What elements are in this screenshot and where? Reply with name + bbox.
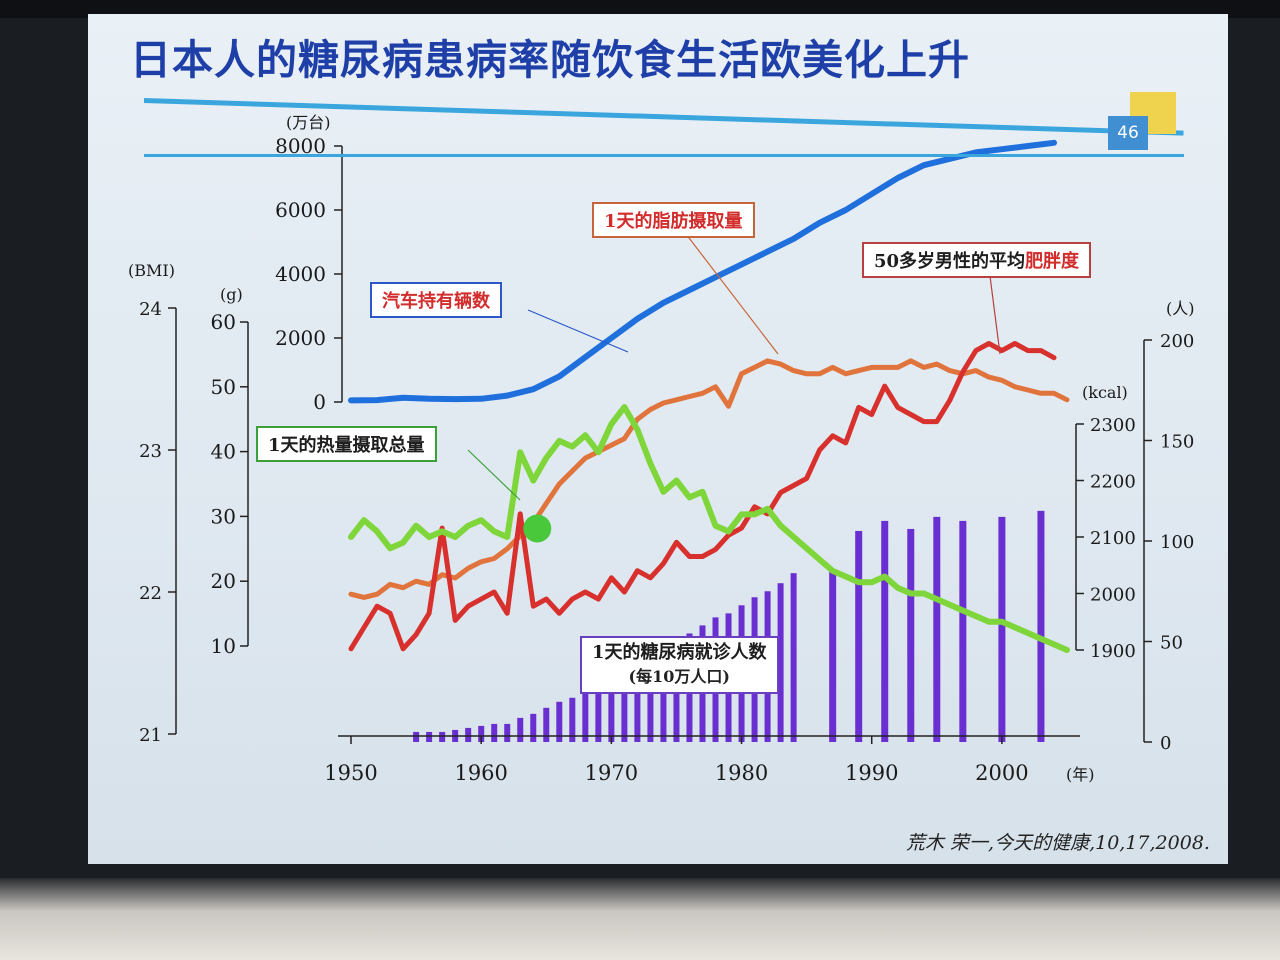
bar-patients-1967: [569, 697, 576, 742]
tick-label-energy: 2200: [1090, 472, 1136, 493]
label-bmi-emph: 肥胖度: [1025, 251, 1080, 272]
bar-patients-1959: [465, 727, 472, 742]
leader-bmi: [989, 275, 1001, 355]
energy-highlight-dot: [523, 514, 552, 543]
axis-unit-patients: (人): [1166, 299, 1195, 318]
label-cars: 汽车持有辆数: [370, 282, 502, 318]
tick-label-cars: 6000: [275, 198, 326, 222]
bar-patients-1964: [530, 713, 537, 742]
x-tick-label: 1980: [715, 761, 768, 785]
series-line-bmi: [348, 341, 1057, 652]
bar-patients-1962: [504, 723, 511, 742]
series-line-fat: [348, 358, 1070, 600]
label-bmi-prefix: 50多岁男性的平均: [874, 251, 1026, 272]
bar-patients-1989: [855, 530, 863, 742]
tick-label-cars: 0: [313, 390, 326, 414]
label-patients-line1: 1天的糖尿病就诊人数: [592, 642, 767, 663]
tick-label-patients: 150: [1160, 432, 1194, 453]
bar-patients-1968: [582, 691, 589, 742]
tick-label-bmi: 21: [139, 725, 162, 746]
tick-label-patients: 0: [1160, 733, 1171, 754]
leader-cars: [527, 309, 629, 353]
tick-label-energy: 2100: [1090, 528, 1136, 549]
leader-fat: [685, 233, 779, 355]
bar-patients-1955: [413, 731, 420, 742]
tick-label-patients: 100: [1160, 532, 1194, 553]
tick-label-fat: 30: [211, 504, 236, 528]
bar-patients-1956: [426, 731, 433, 742]
bar-patients-1957: [439, 731, 446, 742]
leader-energy: [467, 449, 521, 501]
x-axis-unit: (年): [1066, 765, 1095, 784]
bar-patients-1974: [660, 651, 667, 742]
tick-label-fat: 10: [211, 634, 236, 658]
x-tick-label: 2000: [975, 761, 1028, 785]
bar-patients-1973: [647, 657, 654, 742]
tick-label-cars: 2000: [275, 326, 326, 350]
bar-patients-1995: [933, 516, 941, 742]
bar-patients-1969: [595, 683, 602, 742]
bar-patients-1963: [517, 717, 524, 742]
x-tick-label: 1960: [454, 761, 507, 785]
label-patients: 1天的糖尿病就诊人数 (每10万人口): [580, 636, 779, 694]
tick-label-patients: 50: [1160, 633, 1183, 654]
bar-patients-1966: [556, 701, 563, 742]
tick-label-fat: 40: [211, 440, 236, 464]
bar-patients-1987: [829, 571, 837, 742]
bar-patients-1971: [621, 669, 628, 742]
x-tick-label: 1950: [324, 761, 377, 785]
source-credit: 荒木 荣一,今天的健康,10,17,2008.: [906, 832, 1210, 854]
page-number-badge: 46: [1108, 116, 1148, 150]
tick-label-energy: 2000: [1090, 585, 1136, 606]
label-fat: 1天的脂肪摄取量: [592, 202, 755, 238]
series-line-cars: [348, 139, 1057, 404]
screen-bezel-bottom: [0, 878, 1280, 960]
bar-patients-1970: [608, 675, 615, 742]
bar-patients-1961: [491, 723, 498, 742]
bar-patients-2003: [1037, 510, 1045, 742]
axis-unit-bmi: (BMI): [128, 261, 175, 280]
bar-patients-1993: [907, 528, 915, 742]
page-title: 日本人的糖尿病患病率随饮食生活欧美化上升: [130, 36, 970, 84]
bar-patients-1960: [478, 725, 485, 742]
tick-label-fat: 50: [211, 375, 236, 399]
bar-patients-1991: [881, 520, 889, 742]
x-tick-label: 1990: [845, 761, 898, 785]
title-rule-bottom: [144, 154, 1184, 157]
axis-unit-energy: (kcal): [1082, 383, 1128, 402]
slide: 0 2000 4000 6000 8000 (万台) 10 20 30 40 50 60 (g) 21 22…: [88, 14, 1228, 864]
tick-label-fat: 20: [211, 569, 236, 593]
label-energy: 1天的热量摄取总量: [256, 426, 437, 462]
series-line-energy: [348, 404, 1070, 653]
tick-label-cars: 4000: [275, 262, 326, 286]
axis-unit-fat: (g): [220, 285, 243, 304]
bar-patients-1984: [790, 573, 797, 742]
chart-canvas: 02000400060008000(万台)102030405060(g)2122…: [128, 113, 1195, 785]
bar-patients-1965: [543, 707, 550, 742]
tick-label-energy: 2300: [1090, 415, 1136, 436]
bar-patients-2000: [998, 516, 1006, 742]
tick-label-bmi: 24: [139, 299, 162, 320]
tick-label-energy: 1900: [1090, 641, 1136, 662]
tick-label-bmi: 22: [139, 583, 162, 604]
tick-label-bmi: 23: [139, 441, 162, 462]
x-tick-label: 1970: [585, 761, 638, 785]
axis-unit-cars: (万台): [286, 113, 331, 132]
label-bmi: 50多岁男性的平均肥胖度: [862, 242, 1092, 278]
label-patients-line2: (每10万人口): [628, 667, 730, 686]
screen-bezel-top: [0, 0, 1280, 18]
tick-label-fat: 60: [211, 310, 236, 334]
bar-patients-1972: [634, 665, 641, 742]
tick-label-patients: 200: [1160, 331, 1194, 352]
bar-patients-1983: [777, 583, 784, 742]
bar-patients-1997: [959, 520, 967, 742]
